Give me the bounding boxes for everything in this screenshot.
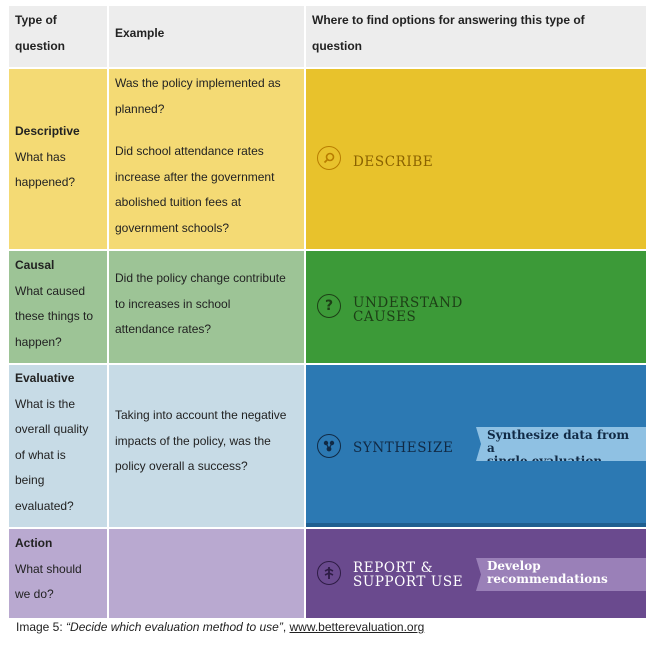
header-where-line-1: Where to find options for answering this… <box>312 13 585 27</box>
question-mark-icon: ? <box>317 294 341 318</box>
causal-example-line: to increases in school <box>115 296 231 311</box>
descriptive-example-cell: Was the policy implemented as planned? D… <box>109 69 304 249</box>
causal-example-line: attendance rates? <box>115 322 212 336</box>
report-title-line-1: REPORT & <box>353 560 434 576</box>
evaluative-type-cell: Evaluative What is the overall quality o… <box>9 365 107 527</box>
understand-causes-title-line-1: UNDERSTAND <box>353 295 463 311</box>
causal-example-line: Did the policy change contribute <box>115 271 286 285</box>
magnifier-icon <box>317 146 341 170</box>
descriptive-type-line: happened? <box>15 175 76 189</box>
causal-example-cell: Did the policy change contribute to incr… <box>109 251 304 363</box>
descriptive-example-line: planned? <box>115 101 165 116</box>
evaluative-type-line: of what is <box>15 447 66 462</box>
header-type-of-question: Type of question <box>9 6 107 67</box>
report-tag-line-2: recommendations <box>487 572 608 586</box>
image-caption: Image 5: “Decide which evaluation method… <box>16 620 424 634</box>
evaluation-question-table: Type of question Example Where to find o… <box>9 6 646 618</box>
evaluative-example-line: policy overall a success? <box>115 459 248 473</box>
descriptive-type-cell: Descriptive What has happened? <box>9 69 107 249</box>
synthesize-banner: SYNTHESIZE Synthesize data from a single… <box>306 365 646 527</box>
evaluative-example-line: Taking into account the negative <box>115 408 287 422</box>
synthesize-tag-line-2: single evaluation <box>487 454 603 468</box>
synthesize-title: SYNTHESIZE <box>353 440 454 456</box>
causal-type-line: happen? <box>15 334 62 349</box>
causal-type-line: What caused <box>15 283 86 298</box>
caption-quote: “Decide which evaluation method to use” <box>66 620 283 634</box>
evaluative-type-line: overall quality <box>15 422 89 436</box>
descriptive-example-line: government schools? <box>115 220 230 235</box>
describe-banner: DESCRIBE <box>306 69 646 249</box>
evaluative-type-line: being <box>15 473 45 487</box>
header-where-to-find: Where to find options for answering this… <box>306 6 646 67</box>
causal-type-cell: Causal What caused these things to happe… <box>9 251 107 363</box>
header-example-label: Example <box>115 26 165 40</box>
action-example-cell <box>109 529 304 618</box>
report-icon <box>317 561 341 585</box>
evaluative-type-bold: Evaluative <box>15 371 75 385</box>
synthesize-tag: Synthesize data from a single evaluation <box>476 427 646 461</box>
causal-type-bold: Causal <box>15 258 55 272</box>
descriptive-example-line: Was the policy implemented as <box>115 76 281 90</box>
descriptive-example-line <box>109 122 304 139</box>
header-where-line-2: question <box>312 38 362 53</box>
report-support-use-banner: REPORT & SUPPORT USE Develop recommendat… <box>306 529 646 618</box>
caption-link[interactable]: www.betterevaluation.org <box>289 620 425 634</box>
evaluative-example-line: impacts of the policy, was the <box>115 433 271 448</box>
descriptive-type-bold: Descriptive <box>15 124 80 138</box>
causal-type-line: these things to <box>15 309 94 323</box>
describe-title: DESCRIBE <box>353 154 434 170</box>
action-type-bold: Action <box>15 536 53 550</box>
action-type-line: What should <box>15 561 82 576</box>
evaluative-type-line: evaluated? <box>15 498 74 513</box>
understand-causes-title-line-2: CAUSES <box>353 309 417 325</box>
synthesize-tag-line-1: Synthesize data from a <box>487 428 630 455</box>
synthesis-icon <box>317 434 341 458</box>
descriptive-example-line: Did school attendance rates <box>115 144 264 158</box>
evaluative-type-line: What is the <box>15 396 76 411</box>
action-type-cell: Action What should we do? <box>9 529 107 618</box>
header-type-line-2: question <box>15 38 65 53</box>
understand-causes-banner: ? UNDERSTAND CAUSES <box>306 251 646 363</box>
descriptive-example-line: abolished tuition fees at <box>115 195 242 209</box>
caption-separator: , <box>282 620 290 634</box>
report-tag: Develop recommendations <box>476 558 646 591</box>
descriptive-type-line: What has <box>15 149 66 164</box>
descriptive-example-line: increase after the government <box>115 169 275 184</box>
caption-prefix: Image 5: <box>16 620 67 634</box>
header-example: Example <box>109 6 304 67</box>
action-type-line: we do? <box>15 587 54 601</box>
report-tag-line-1: Develop <box>487 559 541 573</box>
evaluative-example-cell: Taking into account the negative impacts… <box>109 365 304 527</box>
header-type-line-1: Type of <box>15 13 57 27</box>
report-title-line-2: SUPPORT USE <box>353 574 464 590</box>
